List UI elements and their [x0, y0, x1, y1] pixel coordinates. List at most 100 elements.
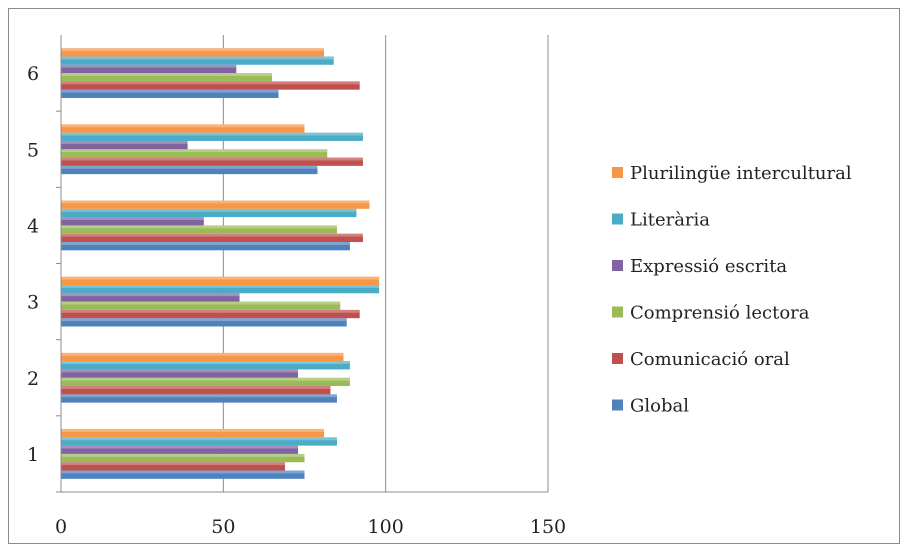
- bar-highlight: [61, 149, 328, 153]
- y-tick-label: 4: [27, 215, 39, 237]
- y-tick-label: 5: [27, 139, 39, 161]
- bar-highlight: [61, 361, 350, 365]
- legend-label: Literària: [630, 210, 710, 231]
- bar-highlight: [61, 293, 240, 297]
- bar-expressi-escrita-1: [61, 445, 299, 454]
- legend-label: Comprensió lectora: [630, 303, 810, 324]
- bar-liter-ria-3: [61, 284, 380, 294]
- bar-highlight: [61, 56, 334, 60]
- bar-comunicaci-oral-4: [61, 233, 363, 243]
- bar-comunicaci-oral-5: [61, 157, 363, 166]
- bar-highlight: [61, 73, 273, 76]
- legend-swatch: [612, 167, 623, 178]
- bar-highlight: [61, 377, 350, 381]
- y-tick-label: 1: [27, 444, 39, 466]
- bar-global-1: [61, 470, 305, 479]
- bar-global-4: [61, 242, 350, 251]
- bar-expressi-escrita-3: [61, 293, 240, 302]
- bar-highlight: [61, 462, 286, 466]
- legend-label: Comunicació oral: [630, 349, 790, 370]
- bar-highlight: [61, 309, 360, 313]
- bar-highlight: [61, 318, 347, 322]
- x-axis-tick-labels: 0 50 100 150: [55, 516, 566, 538]
- bar-highlight: [61, 394, 337, 398]
- bar-liter-ria-6: [61, 56, 334, 65]
- gridlines: [222, 35, 549, 492]
- bar-highlight: [61, 81, 360, 85]
- x-tick-label: 150: [530, 516, 566, 538]
- bar-highlight: [61, 124, 305, 128]
- bar-highlight: [61, 225, 337, 229]
- bar-highlight: [61, 437, 337, 441]
- bar-pluriling-e-intercultural-1: [61, 429, 324, 438]
- bar-comunicaci-oral-1: [61, 462, 286, 471]
- bar-global-3: [61, 318, 347, 327]
- bar-highlight: [61, 132, 363, 136]
- bar-liter-ria-2: [61, 361, 350, 370]
- bar-highlight: [61, 369, 299, 373]
- bar-highlight: [61, 470, 305, 474]
- bar-highlight: [61, 301, 341, 305]
- bar-highlight: [61, 352, 344, 356]
- bar-highlight: [61, 157, 363, 161]
- axes: [56, 35, 548, 493]
- bar-comprensi-lectora-1: [61, 453, 305, 463]
- bar-highlight: [61, 276, 380, 280]
- y-axis-tick-labels: 1 2 3 4 5 6: [27, 63, 39, 466]
- bar-comprensi-lectora-6: [61, 73, 273, 82]
- bar-global-5: [61, 165, 318, 175]
- bar-pluriling-e-intercultural-3: [61, 276, 380, 285]
- y-tick-label: 3: [27, 292, 39, 314]
- bar-pluriling-e-intercultural-5: [61, 124, 305, 133]
- bar-expressi-escrita-4: [61, 217, 204, 226]
- bar-highlight: [61, 429, 324, 432]
- bar-highlight: [61, 200, 370, 204]
- bar-pluriling-e-intercultural-4: [61, 200, 370, 209]
- bar-expressi-escrita-5: [61, 140, 188, 150]
- bar-liter-ria-1: [61, 437, 337, 446]
- legend-swatch: [612, 260, 623, 271]
- legend-label: Global: [630, 396, 689, 417]
- bar-highlight: [61, 208, 357, 212]
- x-tick-label: 100: [368, 516, 404, 538]
- legend-label: Plurilingüe intercultural: [630, 163, 852, 184]
- bar-comunicaci-oral-6: [61, 81, 360, 90]
- bar-comunicaci-oral-3: [61, 309, 360, 319]
- bar-highlight: [61, 386, 331, 389]
- legend-swatch: [612, 353, 623, 364]
- bar-highlight: [61, 284, 380, 288]
- bar-expressi-escrita-2: [61, 369, 299, 378]
- bar-highlight: [61, 89, 279, 93]
- bar-comunicaci-oral-2: [61, 386, 331, 395]
- bars: [61, 48, 380, 479]
- legend-swatch: [612, 306, 623, 318]
- bar-comprensi-lectora-3: [61, 301, 341, 310]
- bar-expressi-escrita-6: [61, 64, 237, 74]
- bar-comprensi-lectora-2: [61, 377, 350, 387]
- bar-highlight: [61, 242, 350, 245]
- bar-global-2: [61, 394, 337, 403]
- bar-global-6: [61, 89, 279, 98]
- y-tick-label: 2: [27, 368, 39, 390]
- bar-liter-ria-4: [61, 208, 357, 218]
- x-tick-label: 0: [55, 516, 67, 538]
- legend-swatch: [612, 213, 623, 225]
- bar-highlight: [61, 140, 188, 144]
- legend: Plurilingüe intercultural Literària Expres…: [612, 163, 852, 417]
- bar-highlight: [61, 233, 363, 237]
- bar-highlight: [61, 165, 318, 169]
- bar-liter-ria-5: [61, 132, 363, 141]
- legend-swatch: [612, 399, 623, 411]
- bar-highlight: [61, 453, 305, 457]
- bar-highlight: [61, 445, 299, 449]
- bar-pluriling-e-intercultural-6: [61, 48, 324, 57]
- x-tick-label: 50: [211, 516, 235, 538]
- y-tick-label: 6: [27, 63, 39, 85]
- bar-highlight: [61, 217, 204, 221]
- legend-label: Expressió escrita: [630, 256, 787, 277]
- bar-pluriling-e-intercultural-2: [61, 352, 344, 362]
- bar-highlight: [61, 48, 324, 52]
- bar-highlight: [61, 64, 237, 68]
- bar-comprensi-lectora-4: [61, 225, 337, 234]
